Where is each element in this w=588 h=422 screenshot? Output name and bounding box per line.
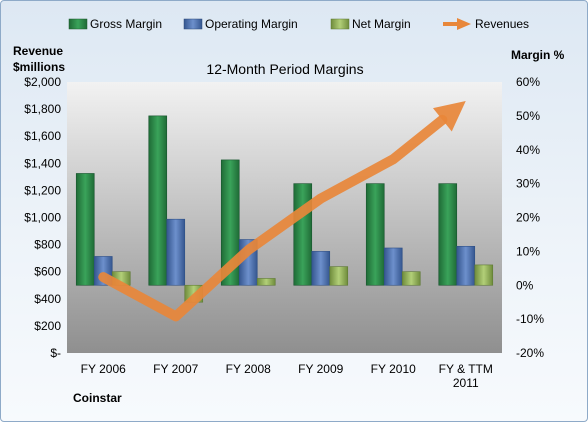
legend-label-operating: Operating Margin — [205, 17, 298, 31]
left-axis-ticks: $- $200 $400 $600 $800 $1,000 $1,200 $1,400 $1,6… — [24, 75, 61, 360]
bar-operating-margin — [166, 218, 186, 286]
legend-item-net-margin: Net Margin — [330, 17, 411, 31]
category-labels: FY 2006 FY 2007 FY 2008 FY 2009 FY 2010 FY & … — [81, 362, 493, 390]
bar-operating-margin — [456, 245, 476, 286]
bar-gross-margin — [365, 183, 385, 286]
left-tick-label: $1,400 — [24, 156, 61, 170]
right-axis-title: Margin % — [511, 48, 565, 62]
legend-item-gross-margin: Gross Margin — [68, 17, 162, 31]
left-axis-title-line1: Revenue — [13, 44, 63, 58]
bar-operating-margin — [311, 251, 331, 286]
company-name: Coinstar — [73, 391, 122, 405]
left-tick-label: $2,000 — [24, 75, 61, 89]
bar-gross-margin — [75, 173, 95, 286]
left-tick-label: $1,200 — [24, 183, 61, 197]
category-label: FY 2010 — [371, 362, 416, 376]
bar-operating-margin — [383, 247, 403, 286]
legend-label-gross: Gross Margin — [90, 17, 162, 31]
category-label: FY & TTM 2011 — [439, 362, 493, 390]
legend-swatch-revenues-arrowhead — [457, 18, 471, 30]
bar-net-margin — [401, 271, 421, 286]
category-label: FY 2008 — [226, 362, 271, 376]
bar-net-margin — [474, 264, 494, 286]
legend-label-revenues: Revenues — [475, 17, 529, 31]
right-axis-ticks: -20% -10% 0% 10% 20% 30% 40% 50% 60% — [516, 75, 544, 360]
category-label: FY 2007 — [153, 362, 198, 376]
left-tick-label: $400 — [34, 292, 61, 306]
bar-gross-margin — [293, 183, 313, 286]
category-label: FY 2006 — [81, 362, 126, 376]
right-tick-label: -10% — [516, 312, 544, 326]
legend-swatch-net — [330, 18, 350, 30]
legend-swatch-operating — [183, 18, 203, 30]
bar-net-margin — [256, 278, 276, 286]
legend-item-operating-margin: Operating Margin — [183, 17, 298, 31]
legend-swatch-gross — [68, 18, 88, 30]
right-tick-label: 0% — [516, 278, 534, 292]
legend-label-net: Net Margin — [352, 17, 411, 31]
legend-item-revenues: Revenues — [443, 17, 529, 31]
legend: Gross Margin Operating Margin Net Margin… — [68, 17, 529, 31]
bar-gross-margin — [220, 159, 240, 286]
right-tick-label: -20% — [516, 346, 544, 360]
bar-net-margin — [329, 266, 349, 286]
bar-gross-margin — [438, 183, 458, 286]
revenue-line — [98, 114, 448, 322]
left-tick-label: $1,600 — [24, 129, 61, 143]
right-tick-label: 60% — [516, 75, 540, 89]
left-tick-label: $800 — [34, 238, 61, 252]
left-tick-label: $600 — [34, 265, 61, 279]
right-tick-label: 10% — [516, 244, 540, 258]
category-label: FY 2009 — [298, 362, 343, 376]
bar-gross-margin — [148, 115, 168, 286]
right-tick-label: 50% — [516, 109, 540, 123]
revenue-arrowhead — [432, 100, 466, 132]
right-tick-label: 30% — [516, 177, 540, 191]
left-axis-title-line2: $millions — [13, 60, 65, 74]
revenue-series — [98, 100, 466, 322]
right-tick-label: 40% — [516, 143, 540, 157]
left-tick-label: $200 — [34, 319, 61, 333]
left-tick-label: $1,800 — [24, 102, 61, 116]
chart-title: 12-Month Period Margins — [206, 61, 363, 77]
left-tick-label: $1,000 — [24, 211, 61, 225]
right-tick-label: 20% — [516, 211, 540, 225]
left-tick-label: $- — [50, 346, 61, 360]
